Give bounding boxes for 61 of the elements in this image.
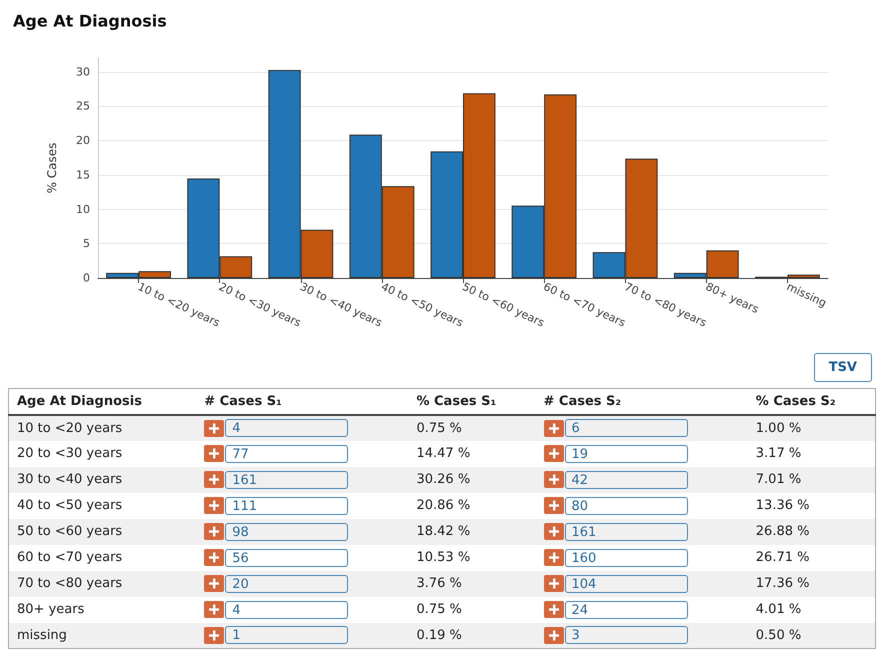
data-label: 160 xyxy=(564,548,688,566)
data-label: 161 xyxy=(564,522,688,540)
data-label: 3 xyxy=(564,626,688,644)
y-tick-label: 5 xyxy=(83,237,90,250)
category-label: missing xyxy=(16,626,68,645)
text: 18.42 % xyxy=(416,524,470,539)
data-label: 24 xyxy=(564,600,688,618)
x-tick-label: 80+ years xyxy=(704,280,761,316)
text: 1.00 % xyxy=(756,420,802,436)
data-label: 80 xyxy=(564,496,688,514)
category-label: 10 to <20 years xyxy=(16,420,124,438)
text: 26.71 % xyxy=(756,550,810,565)
y-tick-label: 30 xyxy=(76,65,90,78)
chart-title: Age At Diagnosis xyxy=(13,12,167,30)
y-tick-label: 15 xyxy=(76,168,90,182)
text: % Cases S₁ xyxy=(416,394,496,409)
data-label: 4 xyxy=(225,600,348,618)
category-label: 60 to <70 years xyxy=(16,549,124,567)
text: 4.01 % xyxy=(756,602,802,617)
text: % Cases S₂ xyxy=(756,394,836,409)
category-label: 80+ years xyxy=(16,601,86,619)
category-label: 40 to <50 years xyxy=(16,497,124,515)
text: 0.50 % xyxy=(756,628,802,643)
data-label: 19 xyxy=(564,444,688,462)
data-label: 111 xyxy=(225,496,348,514)
text: 0.75 % xyxy=(416,602,462,617)
text: 7.01 % xyxy=(756,472,802,487)
category-label: 50 to <60 years xyxy=(16,523,124,541)
text: 20.86 % xyxy=(416,498,470,513)
y-tick-label: 20 xyxy=(76,134,90,147)
y-tick-label: 25 xyxy=(76,100,90,113)
data-label: 56 xyxy=(225,548,348,566)
text: 0.19 % xyxy=(416,628,462,643)
text: 3.76 % xyxy=(416,576,462,591)
category-label: 20 to <30 years xyxy=(16,445,124,463)
text: 13.36 % xyxy=(756,498,810,513)
data-label: 104 xyxy=(564,574,688,592)
data-label: 4 xyxy=(225,419,348,437)
text: 14.47 % xyxy=(416,446,470,461)
text: 26.88 % xyxy=(756,524,810,539)
y-axis-title: % Cases xyxy=(45,142,59,194)
y-tick-label: 10 xyxy=(76,202,90,216)
text: TSV xyxy=(814,353,872,382)
data-label: 6 xyxy=(564,419,688,437)
series-label: # Cases S₁ xyxy=(196,388,408,414)
data-label: 77 xyxy=(225,444,348,462)
data-label: 161 xyxy=(225,470,348,488)
data-label: 20 xyxy=(225,574,348,592)
data-label: 42 xyxy=(564,470,688,488)
text: 3.17 % xyxy=(756,446,802,461)
category-label: 30 to <40 years xyxy=(16,471,124,489)
text: 17.36 % xyxy=(756,576,810,591)
category-label: 70 to <80 years xyxy=(16,575,124,593)
y-tick-label: 0 xyxy=(83,272,90,284)
text: 10.53 % xyxy=(416,550,470,565)
text: # Cases S₂ xyxy=(536,388,748,414)
data-label: 1 xyxy=(225,626,348,644)
text: Age At Diagnosis xyxy=(8,388,196,414)
data-label: 98 xyxy=(225,522,348,540)
text: 0.75 % xyxy=(416,420,462,436)
text: 30.26 % xyxy=(416,472,470,487)
